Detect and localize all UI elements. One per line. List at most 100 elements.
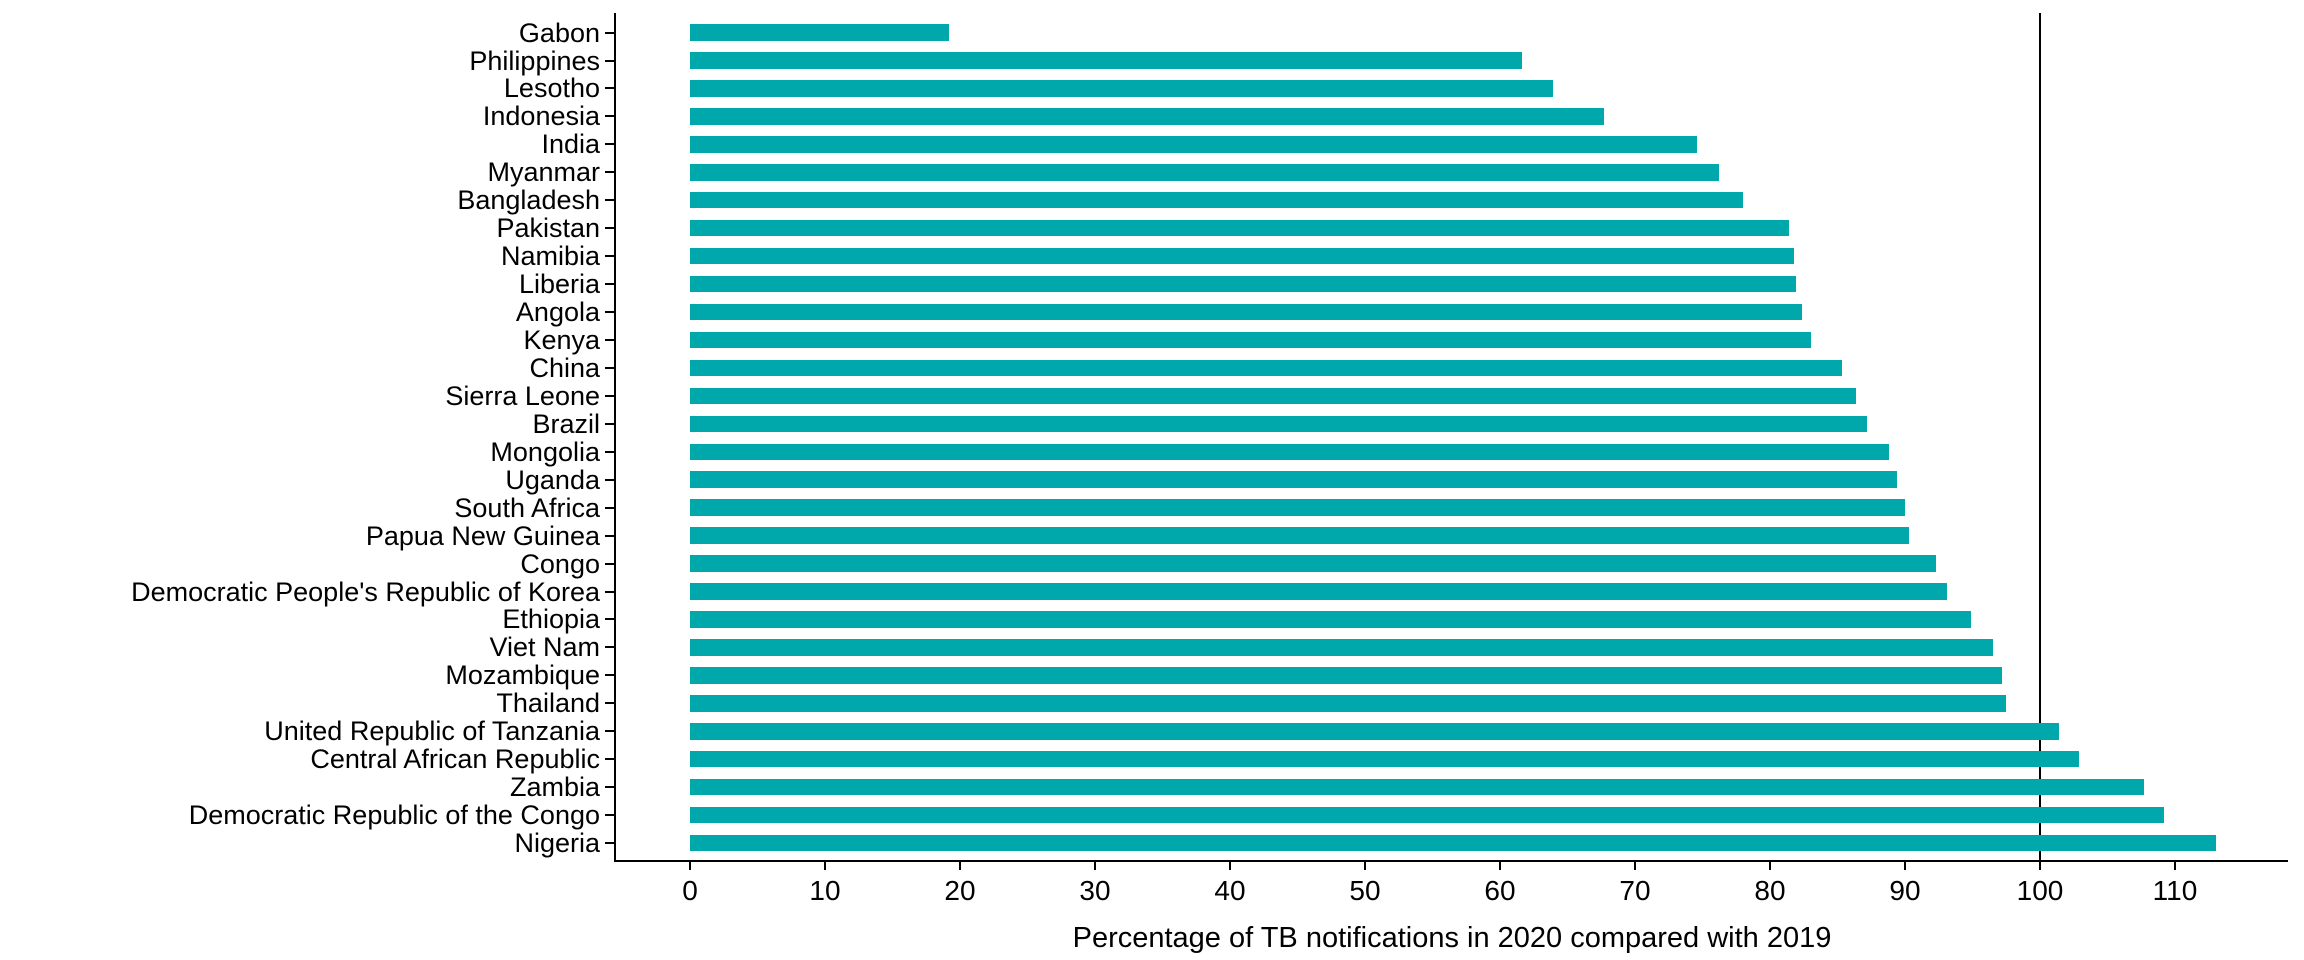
x-axis-tick-label: 60 xyxy=(1484,875,1516,906)
bar xyxy=(690,247,1795,265)
y-axis-tick xyxy=(605,758,615,761)
country-label: Zambia xyxy=(509,772,600,803)
y-axis-tick xyxy=(605,730,615,733)
country-label: Indonesia xyxy=(482,101,600,132)
bar xyxy=(690,695,2007,712)
country-label: Nigeria xyxy=(514,828,600,858)
x-axis-tick-label: 80 xyxy=(1754,875,1786,906)
x-axis-tick-label: 30 xyxy=(1079,875,1111,906)
y-axis-tick xyxy=(605,674,615,677)
x-axis-tick xyxy=(1904,860,1906,870)
y-axis-tick xyxy=(605,618,615,621)
x-axis-tick-label: 10 xyxy=(809,875,841,906)
country-label: Sierra Leone xyxy=(445,380,600,411)
x-axis-tick-label: 110 xyxy=(2152,875,2198,906)
bar xyxy=(690,527,1909,544)
country-label: India xyxy=(541,129,600,160)
bar xyxy=(690,611,1972,628)
x-axis-tick-label: 40 xyxy=(1214,875,1246,906)
bar xyxy=(690,52,1522,69)
y-axis-tick xyxy=(605,702,615,705)
y-axis-tick xyxy=(605,338,615,341)
x-axis-tick-label: 20 xyxy=(944,875,976,906)
y-axis-tick xyxy=(605,394,615,397)
bar xyxy=(690,191,1743,209)
x-axis-tick xyxy=(959,860,961,870)
country-label: Mongolia xyxy=(490,436,600,467)
bar xyxy=(690,667,2003,684)
bar xyxy=(690,331,1811,349)
y-axis-tick xyxy=(605,842,615,844)
bar xyxy=(690,24,950,41)
country-label: Papua New Guinea xyxy=(365,520,600,551)
y-axis-line xyxy=(614,13,616,862)
reference-line-100 xyxy=(2039,13,2041,860)
bar xyxy=(690,359,1842,377)
x-axis-tick xyxy=(1634,860,1636,870)
bar xyxy=(690,164,1719,181)
bar xyxy=(690,415,1868,433)
bar xyxy=(690,723,2059,740)
x-axis-tick-label: 50 xyxy=(1349,875,1381,906)
country-label: Pakistan xyxy=(496,213,600,244)
country-label: Liberia xyxy=(518,269,600,299)
y-axis-tick xyxy=(605,31,615,34)
y-axis-tick xyxy=(605,87,615,90)
bar xyxy=(690,303,1803,321)
x-axis-title: Percentage of TB notifications in 2020 c… xyxy=(1072,922,1832,954)
bar xyxy=(690,750,2080,768)
bar xyxy=(690,80,1553,97)
bar xyxy=(690,471,1897,488)
country-label: Bangladesh xyxy=(457,185,600,216)
country-label: Brazil xyxy=(532,408,600,439)
country-label: Thailand xyxy=(496,688,600,719)
country-label: Democratic People's Republic of Korea xyxy=(131,576,600,607)
y-axis-tick xyxy=(605,450,615,453)
y-axis-tick xyxy=(605,534,615,537)
y-axis-tick xyxy=(605,590,615,593)
country-label: Lesotho xyxy=(503,73,600,104)
y-axis-tick xyxy=(605,199,615,202)
x-axis-tick xyxy=(824,860,826,870)
country-label: Namibia xyxy=(500,241,600,272)
country-label: South Africa xyxy=(454,492,600,523)
country-label: China xyxy=(529,352,600,383)
x-axis-tick-label: 70 xyxy=(1619,875,1651,906)
country-label: Kenya xyxy=(523,324,600,355)
country-label: Viet Nam xyxy=(489,632,600,663)
country-label: Democratic Republic of the Congo xyxy=(188,800,600,831)
y-axis-tick xyxy=(605,478,615,481)
y-axis-tick xyxy=(605,283,615,285)
country-label: Congo xyxy=(520,548,600,579)
bar xyxy=(690,639,1993,656)
y-axis-tick xyxy=(605,366,615,369)
x-axis-tick xyxy=(1229,860,1231,870)
y-axis-tick xyxy=(605,506,615,509)
y-axis-tick xyxy=(605,646,615,649)
bar xyxy=(690,443,1889,460)
x-axis-tick xyxy=(2174,860,2176,870)
country-label: Uganda xyxy=(505,464,600,495)
y-axis-tick xyxy=(605,814,615,817)
x-axis-line xyxy=(614,860,2288,862)
x-axis-tick-label: 100 xyxy=(2016,875,2064,906)
y-axis-tick xyxy=(605,115,615,118)
country-label: Gabon xyxy=(518,17,600,48)
bar xyxy=(690,834,2216,852)
bar xyxy=(690,555,1936,572)
y-axis-tick xyxy=(605,227,615,230)
y-axis-tick xyxy=(605,59,615,62)
bar xyxy=(690,806,2165,824)
country-label: Central African Republic xyxy=(310,744,600,775)
x-axis-tick-label: 0 xyxy=(682,875,698,906)
x-axis-tick-label: 90 xyxy=(1889,875,1921,906)
y-axis-tick xyxy=(605,255,615,258)
y-axis-tick xyxy=(605,422,615,425)
bar xyxy=(690,219,1789,237)
country-label: United Republic of Tanzania xyxy=(264,716,600,747)
y-axis-tick xyxy=(605,311,615,313)
x-axis-tick xyxy=(1499,860,1501,870)
x-axis-tick xyxy=(1094,860,1096,870)
y-axis-tick xyxy=(605,562,615,565)
